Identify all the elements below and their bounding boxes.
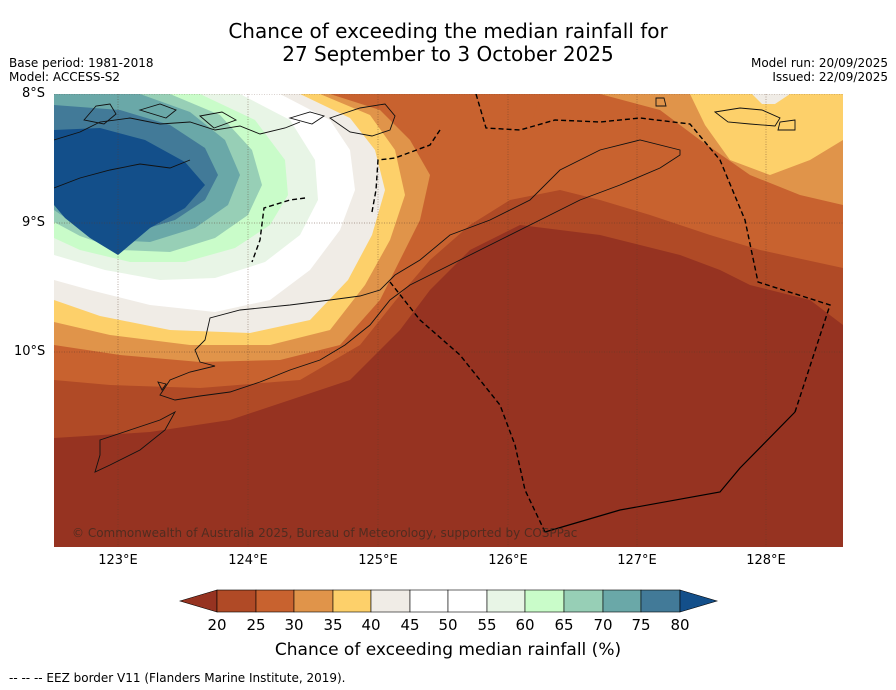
lon-label-125e: 125°E: [358, 553, 398, 568]
colorbar-tick: 65: [554, 616, 574, 634]
colorbar-bin-3: [293, 589, 334, 613]
colorbar-tick: 30: [284, 616, 304, 634]
colorbar-tick: 70: [593, 616, 613, 634]
land-boundary: [544, 411, 796, 533]
model-run: Model run: 20/09/2025: [750, 56, 888, 70]
contour-map: [54, 94, 843, 547]
colorbar-tick: 75: [631, 616, 651, 634]
eez-border: [251, 94, 831, 533]
colorbar-tick: 80: [670, 616, 690, 634]
colorbar-low-arrow: [178, 589, 218, 613]
footnote: -- -- -- EEZ border V11 (Flanders Marine…: [9, 671, 346, 685]
lat-label-8s: 8°S: [22, 86, 46, 101]
colorbar-bin-10: [563, 589, 604, 613]
colorbar-bin-7: [447, 589, 488, 613]
lon-label-124e: 124°E: [228, 553, 268, 568]
colorbar-bin-12: [640, 589, 681, 613]
colorbar-bin-4: [332, 589, 372, 613]
colorbar-label: Chance of exceeding median rainfall (%): [274, 640, 622, 660]
issued-date: Issued: 22/09/2025: [772, 70, 888, 84]
lon-label-128e: 128°E: [746, 553, 786, 568]
coastline: [54, 97, 796, 473]
model-name: Model: ACCESS-S2: [9, 70, 121, 84]
colorbar-tick: 40: [361, 616, 381, 634]
colorbar-tick: 55: [477, 616, 497, 634]
title-line-2: 27 September to 3 October 2025: [282, 42, 614, 66]
colorbar-bin-11: [602, 589, 642, 613]
colorbar-bin-1: [216, 589, 257, 613]
colorbar-bin-6: [409, 589, 449, 613]
lon-label-123e: 123°E: [98, 553, 138, 568]
colorbar-tick: 60: [515, 616, 535, 634]
contour-40-east-inner: [752, 94, 790, 104]
colorbar-bin-5: [370, 589, 411, 613]
meta-right: Model run: 20/09/2025 Issued: 22/09/2025: [751, 56, 888, 84]
colorbar-tick: 50: [438, 616, 458, 634]
colorbar-tick: 35: [323, 616, 343, 634]
lat-label-9s: 9°S: [22, 215, 46, 230]
lat-label-10s: 10°S: [14, 344, 46, 359]
contour-40-east: [690, 94, 843, 175]
base-period: Base period: 1981-2018: [9, 56, 154, 70]
title-line-1: Chance of exceeding the median rainfall …: [228, 19, 668, 43]
colorbar-bin-9: [524, 589, 565, 613]
meta-left: Base period: 1981-2018 Model: ACCESS-S2: [9, 56, 154, 84]
colorbar-tick: 25: [246, 616, 266, 634]
colorbar-bin-2: [255, 589, 295, 613]
lon-label-126e: 126°E: [488, 553, 528, 568]
copyright-notice: © Commonwealth of Australia 2025, Bureau…: [72, 526, 578, 540]
colorbar-high-arrow: [679, 589, 719, 613]
colorbar-tick: 45: [400, 616, 420, 634]
chart-title: Chance of exceeding the median rainfall …: [0, 20, 896, 66]
colorbar: [178, 589, 719, 613]
colorbar-bin-8: [486, 589, 526, 613]
lon-label-127e: 127°E: [617, 553, 657, 568]
colorbar-tick: 20: [207, 616, 227, 634]
contour-30b: [380, 94, 540, 170]
